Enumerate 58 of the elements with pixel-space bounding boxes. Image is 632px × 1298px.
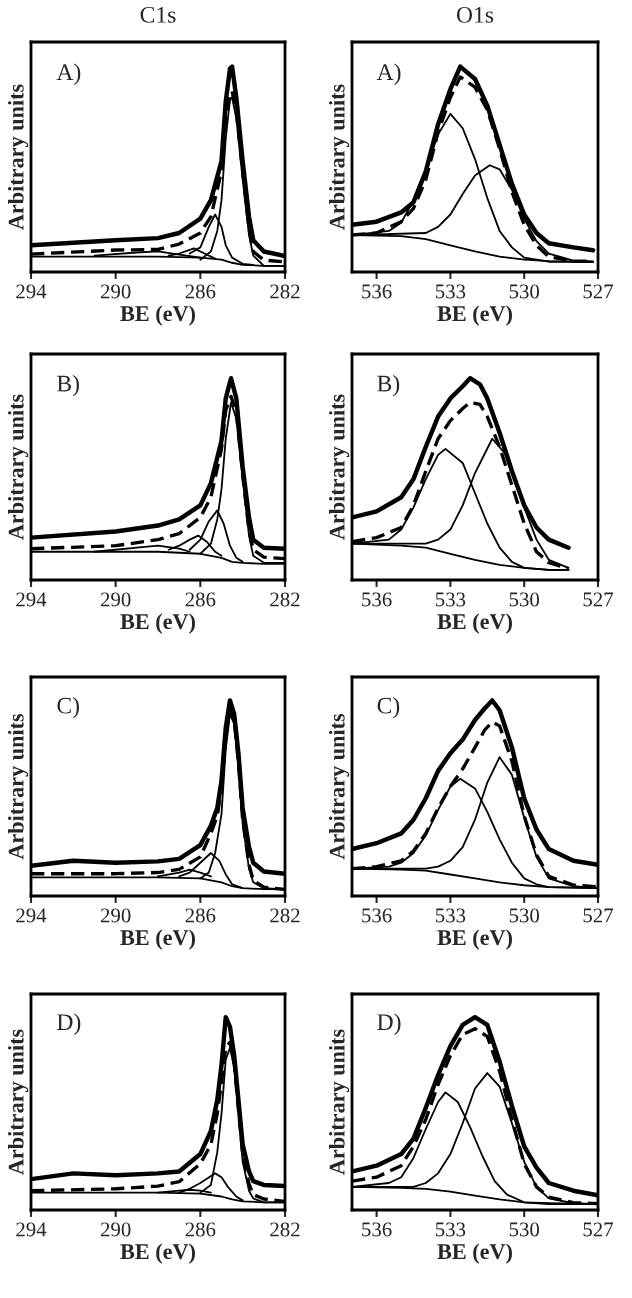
annotation: A)	[376, 63, 401, 85]
x-tick-label: 536	[362, 592, 392, 607]
x-tick-label: 536	[362, 284, 392, 299]
x-tick-label: 533	[435, 908, 466, 923]
x-tick-label: 527	[583, 908, 614, 923]
x-tick-label: 282	[270, 908, 300, 923]
annotation: C)	[377, 696, 400, 719]
x-tick-label: 282	[270, 592, 300, 607]
x-tick-label: 530	[509, 284, 540, 299]
x-tick-label: 286	[185, 1222, 216, 1237]
chart-title: O1s	[456, 6, 494, 23]
x-axis-title: BE (eV)	[437, 929, 512, 950]
x-tick-label: 294	[16, 592, 47, 607]
y-axis-title: Arbitrary units	[8, 394, 29, 540]
x-tick-label: 527	[583, 284, 614, 299]
annotation: B)	[57, 374, 79, 397]
x-axis-title: BE (eV)	[120, 929, 195, 950]
x-tick-label: 533	[435, 1222, 466, 1237]
x-tick-label: 282	[270, 1222, 300, 1237]
x-tick-label: 536	[362, 908, 392, 923]
x-tick-label: 286	[185, 592, 216, 607]
y-axis-title: Arbitrary units	[329, 1029, 350, 1175]
x-tick-label: 530	[509, 1222, 540, 1237]
x-tick-label: 527	[583, 1222, 614, 1237]
x-axis-title: BE (eV)	[437, 305, 512, 326]
x-tick-label: 530	[509, 592, 540, 607]
x-tick-label: 290	[100, 908, 131, 923]
y-axis-title: Arbitrary units	[8, 84, 29, 230]
x-tick-label: 294	[16, 284, 47, 299]
y-axis-title: Arbitrary units	[329, 394, 350, 540]
annotation: D)	[57, 1013, 81, 1035]
annotation: A)	[56, 63, 81, 85]
x-tick-label: 290	[100, 592, 131, 607]
x-tick-label: 533	[435, 592, 466, 607]
x-axis-title: BE (eV)	[120, 613, 195, 634]
x-tick-label: 286	[185, 284, 216, 299]
x-tick-label: 290	[100, 1222, 131, 1237]
x-axis-title: BE (eV)	[437, 1243, 512, 1264]
x-tick-label: 286	[185, 908, 216, 923]
x-tick-label: 530	[509, 908, 540, 923]
x-axis-title: BE (eV)	[120, 305, 195, 326]
x-tick-label: 294	[16, 1222, 47, 1237]
x-tick-label: 536	[362, 1222, 392, 1237]
x-axis-title: BE (eV)	[120, 1243, 195, 1264]
x-tick-label: 282	[270, 284, 300, 299]
annotation: D)	[377, 1013, 401, 1035]
y-axis-title: Arbitrary units	[8, 713, 29, 860]
x-tick-label: 533	[435, 284, 466, 299]
annotation: B)	[377, 374, 400, 397]
y-axis-title: Arbitrary units	[329, 713, 350, 860]
x-tick-label: 290	[100, 284, 131, 299]
annotation: C)	[57, 696, 79, 719]
y-axis-title: Arbitrary units	[329, 84, 350, 230]
x-tick-label: 527	[583, 592, 614, 607]
y-axis-title: Arbitrary units	[8, 1029, 29, 1175]
chart-title: C1s	[140, 6, 176, 23]
x-tick-label: 294	[16, 908, 47, 923]
x-axis-title: BE (eV)	[437, 613, 512, 634]
